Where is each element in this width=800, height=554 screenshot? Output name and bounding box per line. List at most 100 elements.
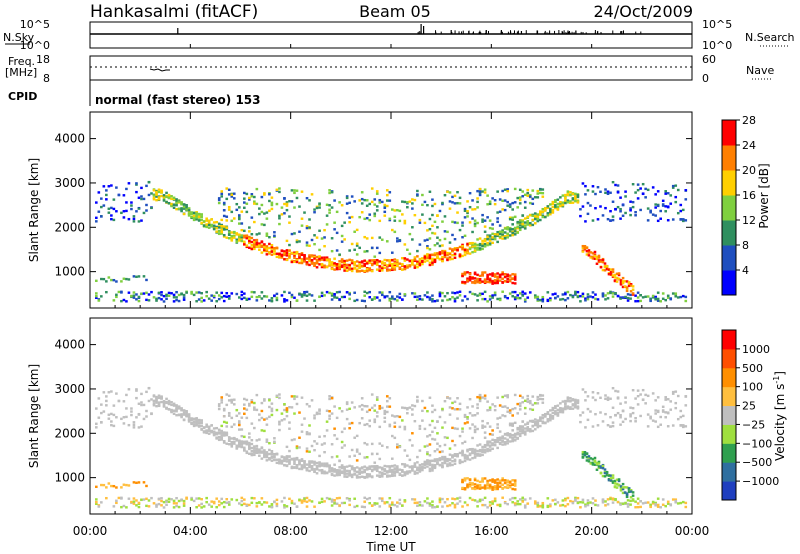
power-cell	[634, 300, 637, 303]
velocity-cell	[340, 440, 344, 444]
power-cell	[446, 258, 449, 262]
power-cell	[202, 220, 206, 223]
velocity-cell	[200, 424, 203, 427]
velocity-cell	[666, 411, 670, 415]
power-cell	[536, 295, 540, 299]
power-cell	[220, 192, 224, 196]
velocity-cell	[518, 432, 522, 436]
power-cell	[278, 214, 281, 218]
velocity-ylabel: Slant Range [km]	[27, 364, 41, 468]
power-cell	[516, 296, 520, 300]
power-cell	[501, 230, 504, 234]
power-cell	[498, 298, 502, 302]
power-cell	[466, 215, 469, 218]
velocity-cell	[533, 502, 537, 505]
velocity-cell	[110, 390, 113, 393]
power-cell	[145, 184, 148, 188]
power-cell	[416, 265, 419, 269]
velocity-cell	[681, 425, 685, 429]
power-cell	[413, 213, 417, 217]
velocity-cell	[433, 426, 437, 430]
power-cell	[609, 191, 612, 194]
velocity-cell	[280, 419, 284, 422]
power-cell	[240, 234, 244, 237]
velocity-cell	[132, 497, 136, 500]
power-cell	[441, 259, 444, 263]
velocity-cell	[473, 487, 477, 491]
power-cell	[461, 236, 464, 239]
power-cell	[523, 200, 527, 204]
velocity-cell	[122, 504, 126, 508]
power-cell	[260, 203, 264, 207]
power-cell	[468, 277, 472, 280]
velocity-cell	[411, 432, 414, 435]
velocity-cell	[348, 422, 351, 425]
velocity-cell	[611, 406, 615, 409]
velocity-cell	[100, 421, 103, 424]
power-cell	[574, 192, 577, 196]
velocity-cell	[629, 413, 632, 416]
velocity-cell	[617, 478, 621, 481]
power-cell	[478, 242, 482, 246]
power-cell	[388, 199, 392, 202]
power-cell	[606, 190, 610, 193]
power-cell	[431, 213, 434, 217]
velocity-colorbar-label-end: ]	[773, 371, 787, 376]
power-cell	[248, 230, 251, 233]
power-cell	[330, 292, 334, 295]
power-cell	[629, 200, 632, 203]
velocity-cell	[117, 496, 121, 500]
power-cell	[115, 293, 118, 296]
velocity-cell	[451, 502, 454, 505]
power-cell	[385, 193, 389, 197]
velocity-cell	[526, 429, 530, 432]
velocity-cell	[483, 486, 487, 490]
power-cell	[273, 252, 276, 256]
velocity-cell	[167, 402, 171, 406]
power-cell	[401, 200, 404, 203]
velocity-cell	[531, 395, 535, 398]
power-cell	[130, 204, 133, 207]
power-cell	[210, 224, 213, 227]
velocity-cell	[368, 467, 372, 470]
power-cell	[315, 255, 319, 259]
velocity-cell	[571, 500, 575, 504]
power-cell	[97, 210, 101, 213]
power-cell	[375, 296, 379, 299]
velocity-cell	[142, 403, 146, 407]
power-cell	[593, 257, 597, 260]
velocity-colorbar-tick-label: −1000	[742, 475, 779, 488]
velocity-cell	[571, 407, 575, 410]
velocity-cell	[95, 485, 98, 489]
velocity-cell	[503, 433, 507, 436]
velocity-cell	[368, 496, 372, 500]
power-cell	[528, 224, 532, 227]
power-cell	[363, 269, 367, 273]
power-cell	[393, 209, 397, 212]
power-cell	[624, 295, 627, 299]
power-cell	[358, 270, 361, 273]
velocity-cell	[599, 466, 603, 469]
power-cell	[308, 244, 311, 247]
velocity-cell	[295, 445, 299, 448]
velocity-cell	[468, 478, 472, 482]
velocity-cell	[328, 469, 331, 472]
power-cell	[506, 277, 509, 281]
velocity-cell	[132, 500, 136, 503]
velocity-cell	[554, 411, 557, 414]
velocity-cell	[438, 463, 442, 467]
velocity-cell	[137, 501, 141, 505]
velocity-cell	[350, 473, 354, 476]
power-cell	[536, 217, 540, 221]
velocity-cell	[318, 454, 321, 458]
power-cell	[330, 191, 334, 194]
power-cell	[478, 193, 482, 197]
power-cell	[483, 290, 487, 294]
power-cell	[413, 295, 417, 299]
power-cell	[227, 188, 231, 191]
power-cell	[556, 205, 560, 208]
power-cell	[611, 215, 615, 218]
power-cell	[355, 228, 359, 232]
power-cell	[611, 180, 615, 184]
power-cell	[481, 297, 484, 301]
